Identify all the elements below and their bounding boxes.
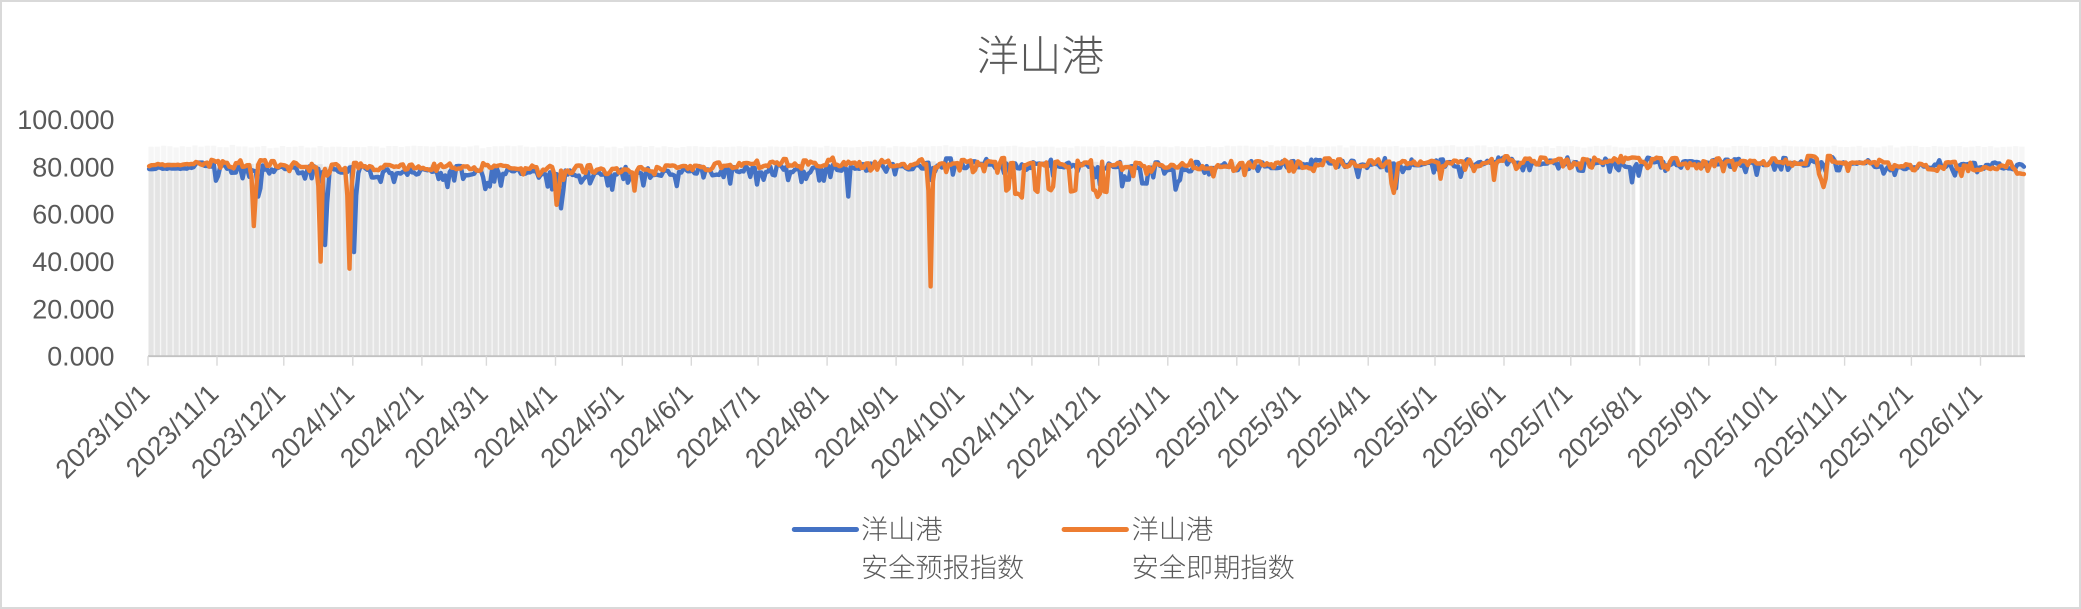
svg-text:40.000: 40.000 xyxy=(32,247,114,277)
svg-text:20.000: 20.000 xyxy=(32,294,114,324)
svg-text:60.000: 60.000 xyxy=(32,200,114,230)
svg-text:100.000: 100.000 xyxy=(17,105,114,135)
svg-text:0.000: 0.000 xyxy=(47,342,114,372)
svg-text:80.000: 80.000 xyxy=(32,152,114,182)
